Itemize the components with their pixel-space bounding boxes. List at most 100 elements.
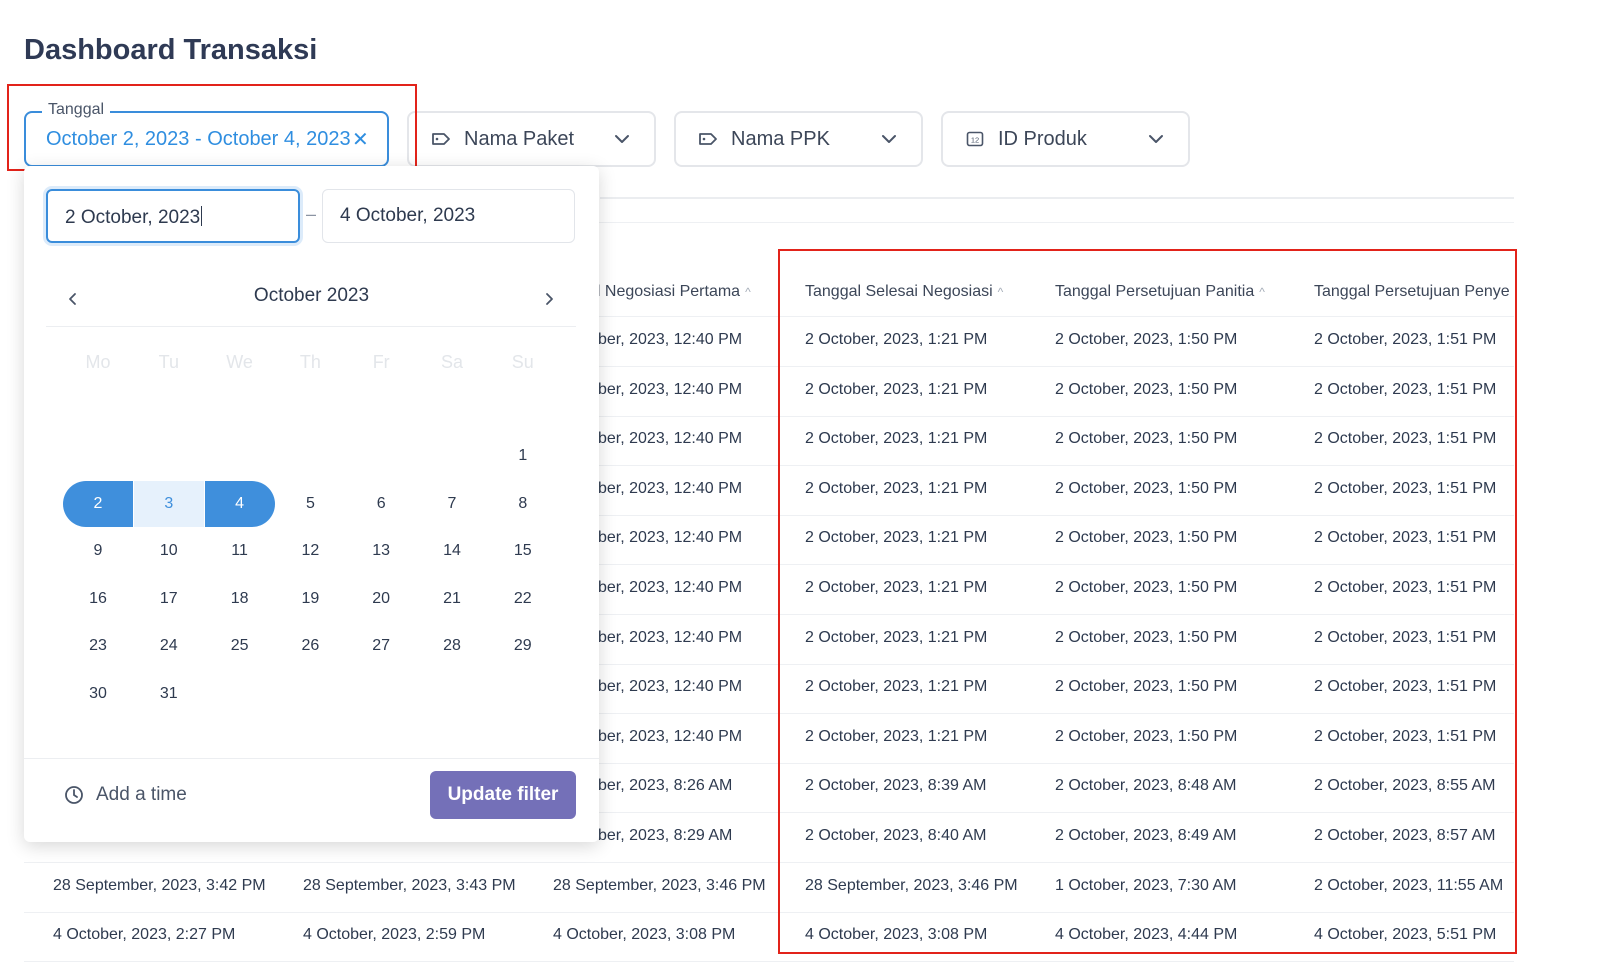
table-cell: 2 October, 2023, 1:50 PM — [1055, 579, 1238, 596]
table-cell: ber, 2023, 12:40 PM — [598, 331, 743, 348]
weekday-label: Tu — [158, 352, 179, 372]
table-cell: 2 October, 2023, 1:51 PM — [1314, 331, 1497, 348]
table-row[interactable]: ber, 2023, 12:40 PM 2 October, 2023, 1:21… — [24, 317, 1514, 367]
table-row[interactable]: ber, 2023, 8:29 AM 2 October, 2023, 8:40 … — [24, 813, 1514, 863]
end-date-input[interactable]: 4 October, 2023 — [322, 189, 575, 243]
table-cell: 2 October, 2023, 1:21 PM — [805, 380, 988, 398]
table-row[interactable]: ber, 2023, 12:40 PM 2 October, 2023, 1:21… — [24, 714, 1514, 764]
filter-nama-paket[interactable]: Nama Paket — [407, 111, 656, 167]
calendar-day[interactable]: 29 — [513, 637, 532, 654]
calendar-day[interactable]: 8 — [518, 494, 528, 512]
table-cell: 4 October, 2023, 2:27 PM — [53, 926, 236, 944]
close-icon[interactable]: ✕ — [352, 129, 369, 151]
table-cell: 2 October, 2023, 1:51 PM — [1314, 380, 1497, 398]
calendar-day[interactable]: 7 — [447, 494, 457, 512]
weekday-label: We — [226, 352, 253, 372]
table-cell: ber, 2023, 12:40 PM — [598, 579, 743, 596]
table-row[interactable]: ber, 2023, 12:40 PM 2 October, 2023, 1:21… — [24, 466, 1514, 516]
calendar-day[interactable]: 30 — [89, 684, 107, 702]
calendar-day[interactable]: 3 — [133, 480, 204, 527]
calendar-day[interactable]: 31 — [159, 684, 178, 702]
range-separator: – — [306, 204, 317, 224]
calendar-day[interactable]: 11 — [231, 542, 248, 559]
table-cell: ber, 2023, 12:40 PM — [598, 678, 743, 696]
start-date-input[interactable]: 2 October, 2023 — [46, 189, 300, 243]
table-cell: ber, 2023, 12:40 PM — [598, 479, 743, 497]
weekday-label: Th — [299, 352, 321, 372]
column-header[interactable]: Tanggal Persetujuan Penye — [1314, 283, 1510, 300]
calendar-day[interactable]: 19 — [301, 589, 320, 607]
filter-label: Nama Paket — [464, 127, 575, 150]
calendar-day[interactable]: 20 — [372, 589, 391, 607]
column-header[interactable]: al Negosiasi Pertama ^ — [588, 283, 751, 300]
chevron-right-icon[interactable] — [542, 286, 556, 312]
table-row[interactable]: ber, 2023, 12:40 PM 2 October, 2023, 1:21… — [24, 615, 1514, 665]
table-cell: 2 October, 2023, 1:51 PM — [1314, 678, 1497, 696]
table-cell: 2 October, 2023, 1:50 PM — [1055, 529, 1238, 547]
filter-label: Nama PPK — [731, 127, 830, 150]
calendar-day[interactable]: 6 — [376, 494, 386, 512]
filter-id-produk[interactable]: 12 ID Produk — [941, 111, 1190, 167]
table-row[interactable]: ber, 2023, 12:40 PM 2 October, 2023, 1:21… — [24, 565, 1514, 615]
add-time-button[interactable]: Add a time — [64, 784, 187, 806]
table-cell: 2 October, 2023, 8:39 AM — [805, 777, 987, 795]
calendar-day[interactable]: 13 — [372, 542, 391, 559]
calendar-day[interactable]: 24 — [159, 637, 178, 654]
table-cell: 4 October, 2023, 2:59 PM — [303, 926, 486, 944]
calendar-day[interactable]: 14 — [443, 542, 461, 559]
table-row[interactable]: ber, 2023, 12:40 PM 2 October, 2023, 1:21… — [24, 515, 1514, 566]
table-cell: 2 October, 2023, 1:50 PM — [1055, 380, 1238, 398]
calendar-day[interactable]: 23 — [89, 637, 107, 654]
calendar-day[interactable]: 10 — [159, 542, 178, 559]
table-cell: 2 October, 2023, 8:40 AM — [805, 827, 987, 844]
table-cell: ber, 2023, 8:29 AM — [598, 827, 733, 844]
calendar-day[interactable]: 27 — [372, 637, 391, 654]
date-range-filter[interactable]: Tanggal October 2, 2023 - October 4, 202… — [24, 101, 389, 167]
calendar-day[interactable]: 17 — [159, 589, 178, 607]
calendar-month-title: October 2023 — [253, 285, 370, 306]
table-cell: ber, 2023, 12:40 PM — [598, 628, 743, 646]
table-row[interactable]: ber, 2023, 12:40 PM 2 October, 2023, 1:21… — [24, 416, 1514, 467]
calendar-day[interactable]: 26 — [301, 637, 320, 654]
table-cell: 2 October, 2023, 1:21 PM — [805, 479, 988, 497]
table-cell: 1 October, 2023, 7:30 AM — [1055, 876, 1237, 894]
filter-nama-ppk[interactable]: Nama PPK — [674, 111, 923, 167]
calendar-day[interactable]: 28 — [443, 637, 461, 654]
table-row[interactable]: 4 October, 2023, 2:27 PM 4 October, 2023,… — [24, 912, 1514, 963]
chevron-down-icon — [612, 129, 632, 149]
calendar-day[interactable]: 5 — [305, 494, 315, 512]
calendar-day[interactable]: 22 — [513, 589, 532, 607]
table-row[interactable]: ber, 2023, 8:26 AM 2 October, 2023, 8:39 … — [24, 763, 1514, 814]
table-cell: 2 October, 2023, 1:50 PM — [1055, 331, 1238, 348]
calendar-day[interactable]: 12 — [301, 542, 320, 559]
calendar-day[interactable]: 4 — [204, 480, 275, 527]
calendar-day[interactable]: 1 — [518, 447, 528, 464]
calendar-day[interactable]: 15 — [513, 542, 532, 559]
calendar-day[interactable]: 21 — [443, 589, 461, 607]
table-cell: 2 October, 2023, 1:21 PM — [805, 678, 988, 696]
table-cell: 4 October, 2023, 3:08 PM — [553, 926, 736, 944]
table-cell: ber, 2023, 12:40 PM — [598, 529, 743, 547]
table-cell: 2 October, 2023, 11:55 AM — [1314, 876, 1504, 894]
table-row[interactable]: ber, 2023, 12:40 PM 2 October, 2023, 1:21… — [24, 664, 1514, 715]
date-filter-value[interactable]: October 2, 2023 - October 4, 2023 — [46, 128, 351, 150]
calendar-day[interactable]: 18 — [230, 589, 249, 607]
table-cell: 2 October, 2023, 8:49 AM — [1055, 827, 1237, 844]
calendar-day[interactable]: 2 — [63, 480, 133, 527]
table-row[interactable]: ber, 2023, 12:40 PM 2 October, 2023, 1:21… — [24, 367, 1514, 417]
calendar-day[interactable]: 16 — [89, 589, 107, 607]
table-cell: ber, 2023, 8:26 AM — [598, 777, 733, 795]
update-filter-button[interactable]: Update filter — [430, 771, 576, 819]
table-cell: 2 October, 2023, 1:51 PM — [1314, 430, 1497, 448]
column-header[interactable]: Tanggal Selesai Negosiasi ^ — [805, 283, 1004, 300]
calendar-day[interactable]: 25 — [230, 637, 249, 654]
svg-text:12: 12 — [971, 136, 979, 145]
calendar-day[interactable]: 9 — [93, 542, 103, 559]
table-cell: 2 October, 2023, 1:21 PM — [805, 430, 988, 448]
column-header[interactable]: Tanggal Persetujuan Panitia ^ — [1055, 283, 1265, 300]
number-icon: 12 — [965, 129, 985, 149]
table-row[interactable]: 28 September, 2023, 3:42 PM 28 September,… — [24, 863, 1514, 913]
table-cell: 2 October, 2023, 1:51 PM — [1314, 579, 1497, 596]
filter-label: ID Produk — [998, 127, 1087, 150]
chevron-left-icon[interactable] — [66, 286, 80, 312]
